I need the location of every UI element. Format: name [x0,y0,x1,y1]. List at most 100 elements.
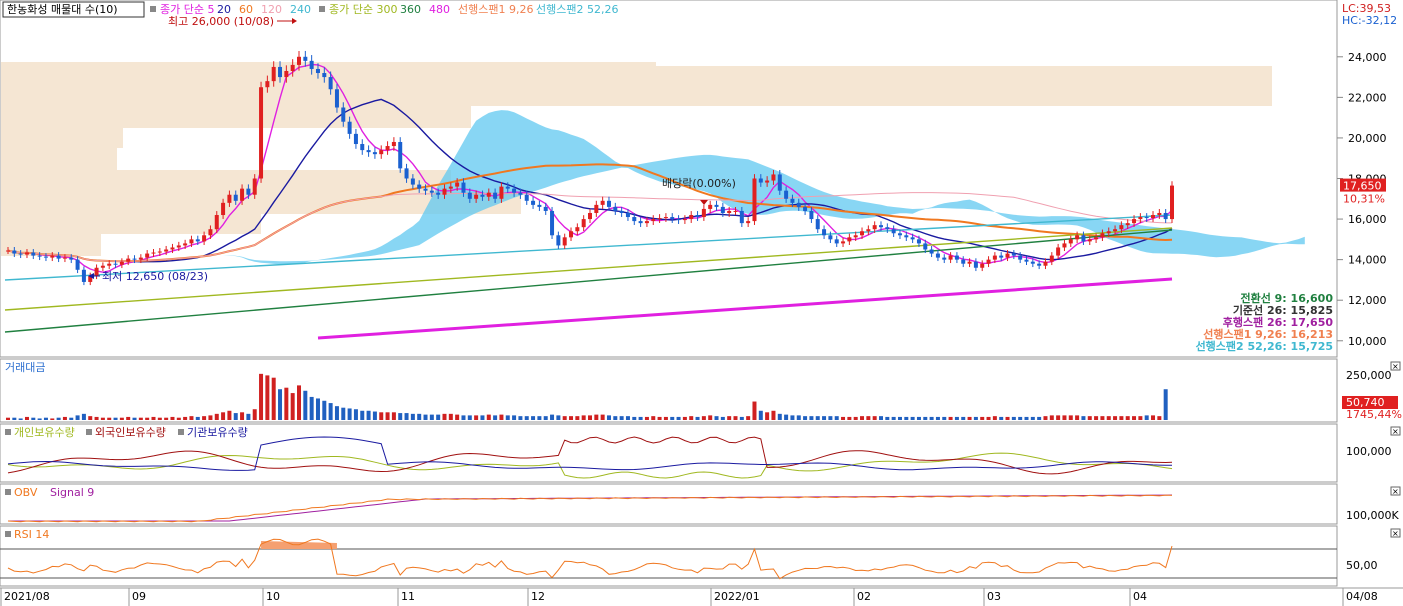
obv-panel[interactable] [0,483,1338,525]
candle-body [398,141,403,169]
volume-bar [334,406,339,420]
current-price-change: 10,31% [1343,193,1385,206]
volume-bar [12,417,17,420]
volume-profile-bar [1,62,656,84]
volume-bar [474,415,479,420]
volume-bar [170,416,175,420]
volume-bar [929,416,934,420]
volume-bar [1125,416,1130,420]
moving-average-lines [4,63,1173,340]
candle-body [208,229,213,236]
institution-holdings-line [7,436,1172,471]
candle-body [973,261,978,268]
volume-bar [385,412,390,420]
candle-body [81,269,86,282]
candle-body [1005,253,1010,258]
ma5-line [7,63,1173,273]
volume-bar [524,416,529,420]
volume-bar [644,416,649,420]
volume-profile-bar [1,192,521,214]
legend-ma-label: 240 [290,3,311,16]
volume-bar [910,416,915,420]
date-tick-label: 10 [266,590,280,603]
panel-close-icons[interactable]: × × × × [1390,361,1401,538]
hc-readout: HC:-32,12 [1342,14,1397,27]
volume-bar [221,412,226,420]
candle-body [240,188,245,201]
candle-body [385,146,390,151]
volume-bar [37,418,42,420]
candle-body [632,217,637,222]
svg-text:×: × [1392,427,1399,436]
volume-bar [569,416,574,420]
candle-body [271,66,276,82]
legend-ma-label: 120 [261,3,282,16]
candle-body [777,174,782,191]
volume-title: 거래대금 [5,361,45,374]
candle-body [1170,185,1174,220]
date-axis: 2021/08 09 10 11 12 2022/01 02 03 04 04/08 [0,588,1378,606]
volume-bar [556,415,561,420]
low-annotation: 최저 12,650 (08/23) [102,270,208,283]
volume-bar [1081,416,1086,420]
volume-panel[interactable] [0,358,1338,423]
candle-body [455,182,460,187]
candle-body [429,190,434,193]
volume-bar [145,417,150,420]
candle-body [935,253,940,258]
candle-body [1043,261,1048,266]
candle-body [391,141,396,147]
candle-body [493,192,498,199]
volume-bar [853,416,858,420]
candle-body [524,194,529,201]
candle-body [366,150,371,153]
price-annotations: 최고 26,000 (10/08) 최저 12,650 (08/23) 배당락(0.… [88,15,736,283]
volume-bar [410,413,415,420]
ma300-line [4,227,1173,311]
legend-square-icon [5,531,11,537]
legend-square-icon [86,429,92,435]
candle-body [790,198,795,203]
candle-body [581,219,586,228]
candle-body [1068,239,1073,244]
volume-bar [619,416,624,420]
volume-bar [461,415,466,420]
ichimoku-value: 전환선 9: 16,600 [1240,291,1333,305]
rsi-legend-label: RSI 14 [14,528,49,541]
candle-body [708,204,713,209]
volume-bar [157,417,162,420]
volume-bar [278,389,283,420]
candle-body [461,182,466,193]
date-tick-label: 02 [857,590,871,603]
volume-bar [56,417,61,420]
candle-body [1037,263,1042,266]
legend-ma-label: 480 [429,3,450,16]
candle-body [600,200,605,205]
low-arrowhead-icon [88,273,94,279]
holdings-panel[interactable] [0,423,1338,483]
volume-bar [1087,416,1092,420]
current-price-box [1340,178,1386,192]
rsi-panel[interactable] [0,525,1338,587]
volume-bar [575,416,580,420]
volume-bar [632,416,637,420]
volume-bar [531,416,536,420]
volume-bars [6,373,1168,420]
volume-bar [594,414,599,420]
volume-bar [758,410,763,420]
volume-bar [69,417,74,420]
ichimoku-value: 선행스팬2 52,26: 15,725 [1196,339,1333,353]
svg-text:×: × [1392,487,1399,496]
legend-ma-label: 60 [239,3,253,16]
date-tick-label: 03 [987,590,1001,603]
legend-ma-label: 20 [217,3,231,16]
volume-bar [980,416,985,420]
candle-body [961,259,966,264]
volume-bar [88,416,93,420]
chart-title: 한농화성 매물대 수(10) [7,3,118,16]
volume-bar [935,416,940,420]
candle-body [588,212,592,220]
candle-body [954,255,959,260]
volume-bar [689,416,694,420]
